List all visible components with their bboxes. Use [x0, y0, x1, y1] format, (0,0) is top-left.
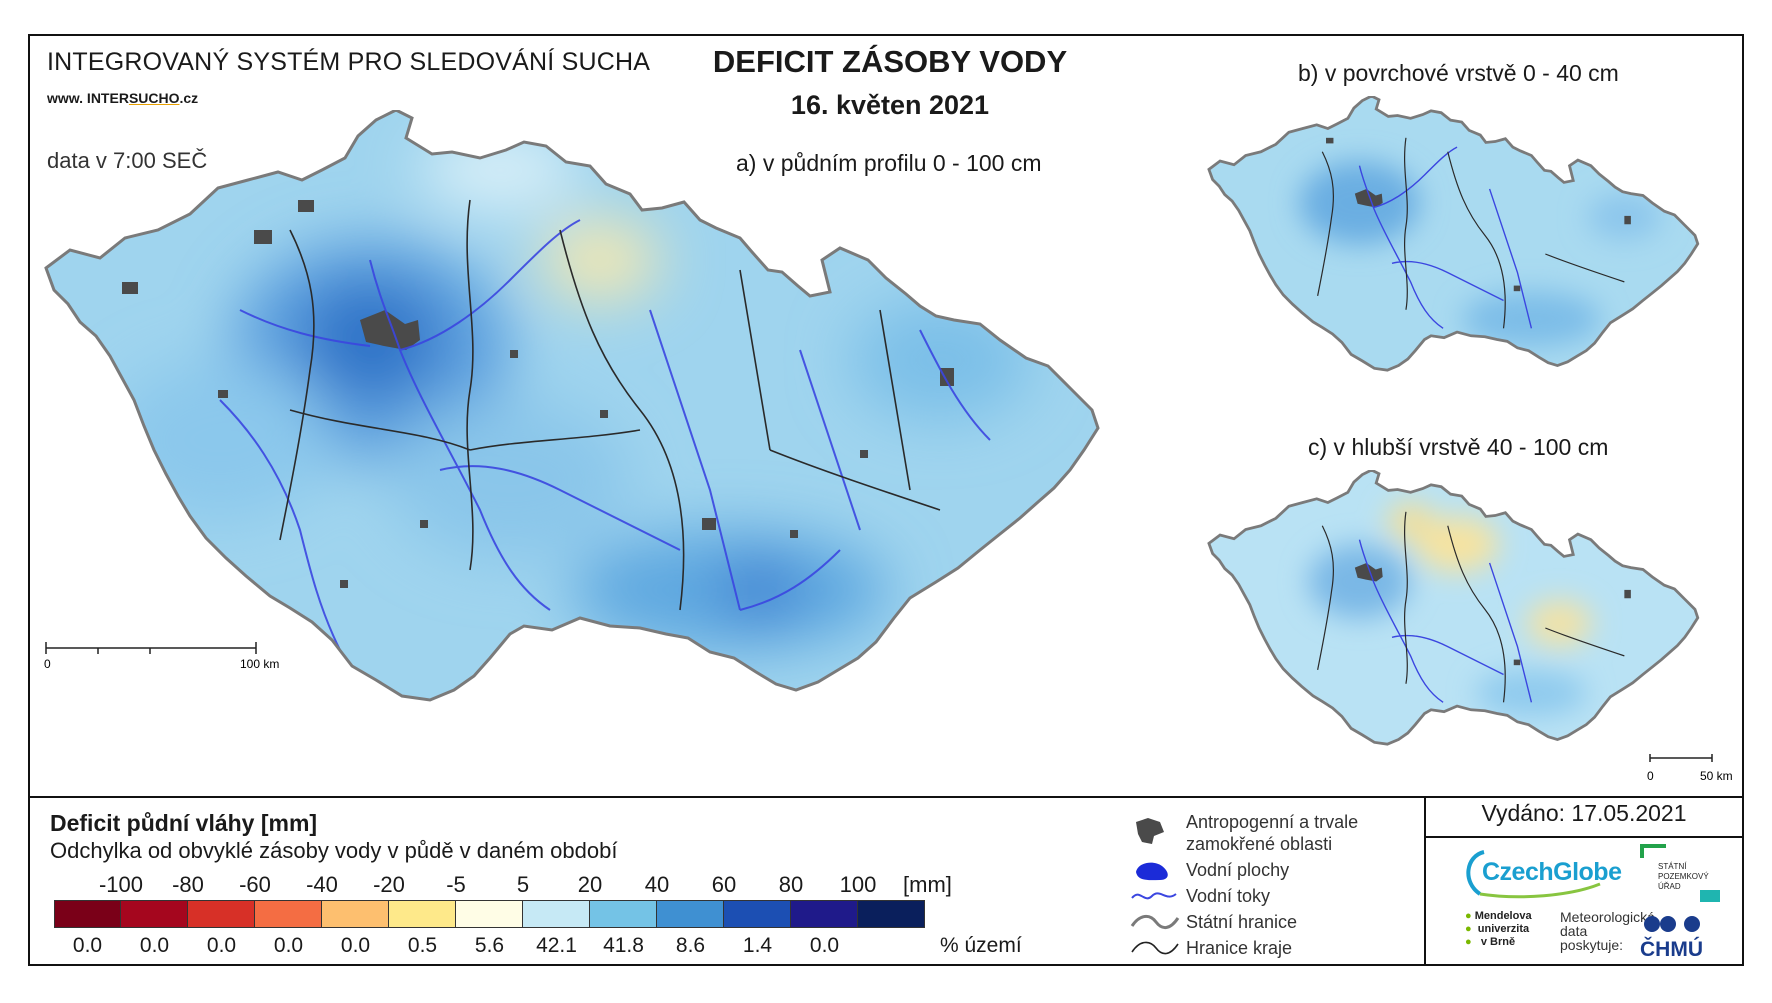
issued-date: Vydáno: 17.05.2021 — [1481, 800, 1687, 826]
map-c-label: c) v hlubší vrstvě 40 - 100 cm — [1308, 434, 1609, 460]
legend-title: Deficit půdní vláhy [mm] — [50, 810, 318, 836]
state-border-icon — [1130, 915, 1180, 929]
water-stream-icon — [1131, 892, 1177, 900]
legend-divider — [28, 796, 1744, 798]
legend-swatch — [121, 900, 188, 928]
spu-logo: STÁTNÍ POZEMKOVÝ ÚŘAD — [1640, 842, 1720, 902]
legend-percent-value: 0.5 — [407, 934, 438, 957]
legend-percent-value: 1.4 — [742, 934, 773, 957]
legend-swatch — [322, 900, 389, 928]
map-b — [1207, 96, 1700, 372]
legend-swatch — [456, 900, 523, 928]
legend-subtitle: Odchylka od obvyklé zásoby vody v půdě v… — [50, 838, 618, 863]
map-date: 16. květen 2021 — [790, 90, 990, 120]
legend-percent-unit: % území — [940, 934, 1022, 957]
legend-swatch — [791, 900, 858, 928]
legend-percent-value: 42.1 — [536, 934, 577, 957]
map-b-label: b) v povrchové vrstvě 0 - 40 cm — [1298, 60, 1619, 86]
scale-bar-main: 0 100 km — [44, 642, 279, 671]
issued-divider — [1424, 836, 1744, 838]
legend-ticks: -100 -80 -60 -40 -20 -5 5 20 40 60 80 100 — [54, 872, 984, 900]
legend-swatch — [858, 900, 925, 928]
legend-percent-value: 0.0 — [72, 934, 103, 957]
footer-divider — [1424, 796, 1426, 966]
chmu-logo-icon — [1644, 916, 1700, 932]
legend-swatch — [54, 900, 121, 928]
map-c — [1207, 470, 1700, 746]
water-body-icon — [1136, 862, 1168, 881]
scale-end-main: 100 km — [240, 657, 279, 671]
legend-color-bar — [54, 900, 925, 930]
symbol-water-streams: Vodní toky — [1186, 886, 1271, 906]
legend-swatch — [590, 900, 657, 928]
legend-tick-label: -80 — [172, 872, 204, 897]
symbol-region-border: Hranice kraje — [1186, 938, 1293, 958]
legend-swatch — [255, 900, 322, 928]
symbol-water-bodies: Vodní plochy — [1186, 860, 1290, 880]
legend-tick-label: 20 — [577, 872, 603, 897]
legend-percent-value: 8.6 — [675, 934, 706, 957]
legend-tick-label: 80 — [778, 872, 804, 897]
main-title: DEFICIT ZÁSOBY VODY — [712, 44, 1068, 79]
legend-tick-label: 60 — [711, 872, 737, 897]
legend-unit-mm: [mm] — [903, 872, 952, 897]
legend-percent-value: 0.0 — [139, 934, 170, 957]
map-a: 0 100 km — [44, 110, 1100, 702]
legend-percent-value: 0.0 — [340, 934, 371, 957]
symbol-anthropogenic-2: zamokřené oblasti — [1186, 834, 1333, 854]
data-time: data v 7:00 SEČ — [47, 148, 208, 173]
symbol-state-border: Státní hranice — [1186, 912, 1298, 932]
region-border-icon — [1131, 941, 1179, 955]
legend-tick-label: 40 — [644, 872, 670, 897]
legend-tick-label: -60 — [239, 872, 271, 897]
scale-zero-main: 0 — [44, 657, 51, 671]
legend-percent-value: 0.0 — [206, 934, 237, 957]
anthropogenic-area-icon — [1136, 818, 1164, 844]
legend-swatch — [724, 900, 791, 928]
legend-percent-value: 41.8 — [603, 934, 644, 957]
chmu-logo: ČHMÚ — [1640, 938, 1703, 961]
legend-percent-value: 0.0 — [273, 934, 304, 957]
symbol-anthropogenic-1: Antropogenní a trvale — [1186, 812, 1359, 832]
scale-bar-small: 0 50 km — [1647, 754, 1733, 783]
legend-percentages: 0.0 0.0 0.0 0.0 0.0 0.5 5.6 42.1 41.8 8.6 1.4 0.0 — [54, 934, 934, 962]
scale-zero-small: 0 — [1647, 769, 1654, 783]
legend-percent-value: 5.6 — [474, 934, 505, 957]
legend-swatch — [389, 900, 456, 928]
legend-tick-label: -100 — [98, 872, 144, 897]
legend-percent-value: 0.0 — [809, 934, 840, 957]
map-a-label: a) v půdním profilu 0 - 100 cm — [736, 150, 1042, 176]
legend-tick-label: -20 — [373, 872, 405, 897]
legend-swatch — [188, 900, 255, 928]
legend-tick-label: -5 — [446, 872, 466, 897]
legend-swatch — [523, 900, 590, 928]
mendel-university-logo: ● Mendelova ● univerzita ● v Brně — [1465, 910, 1532, 948]
czechglobe-logo: CzechGlobe — [1460, 848, 1622, 900]
meteo-data-note: Meteorologická data poskytuje: — [1560, 909, 1655, 953]
legend-tick-label: 5 — [516, 872, 530, 897]
legend-swatch — [657, 900, 724, 928]
system-title: INTEGROVANÝ SYSTÉM PRO SLEDOVÁNÍ SUCHA — [47, 48, 651, 76]
scale-end-small: 50 km — [1700, 769, 1733, 783]
website-link[interactable]: www. INTERSUCHO.cz — [47, 90, 199, 106]
legend-tick-label: -40 — [306, 872, 338, 897]
legend-tick-label: 100 — [839, 872, 877, 897]
